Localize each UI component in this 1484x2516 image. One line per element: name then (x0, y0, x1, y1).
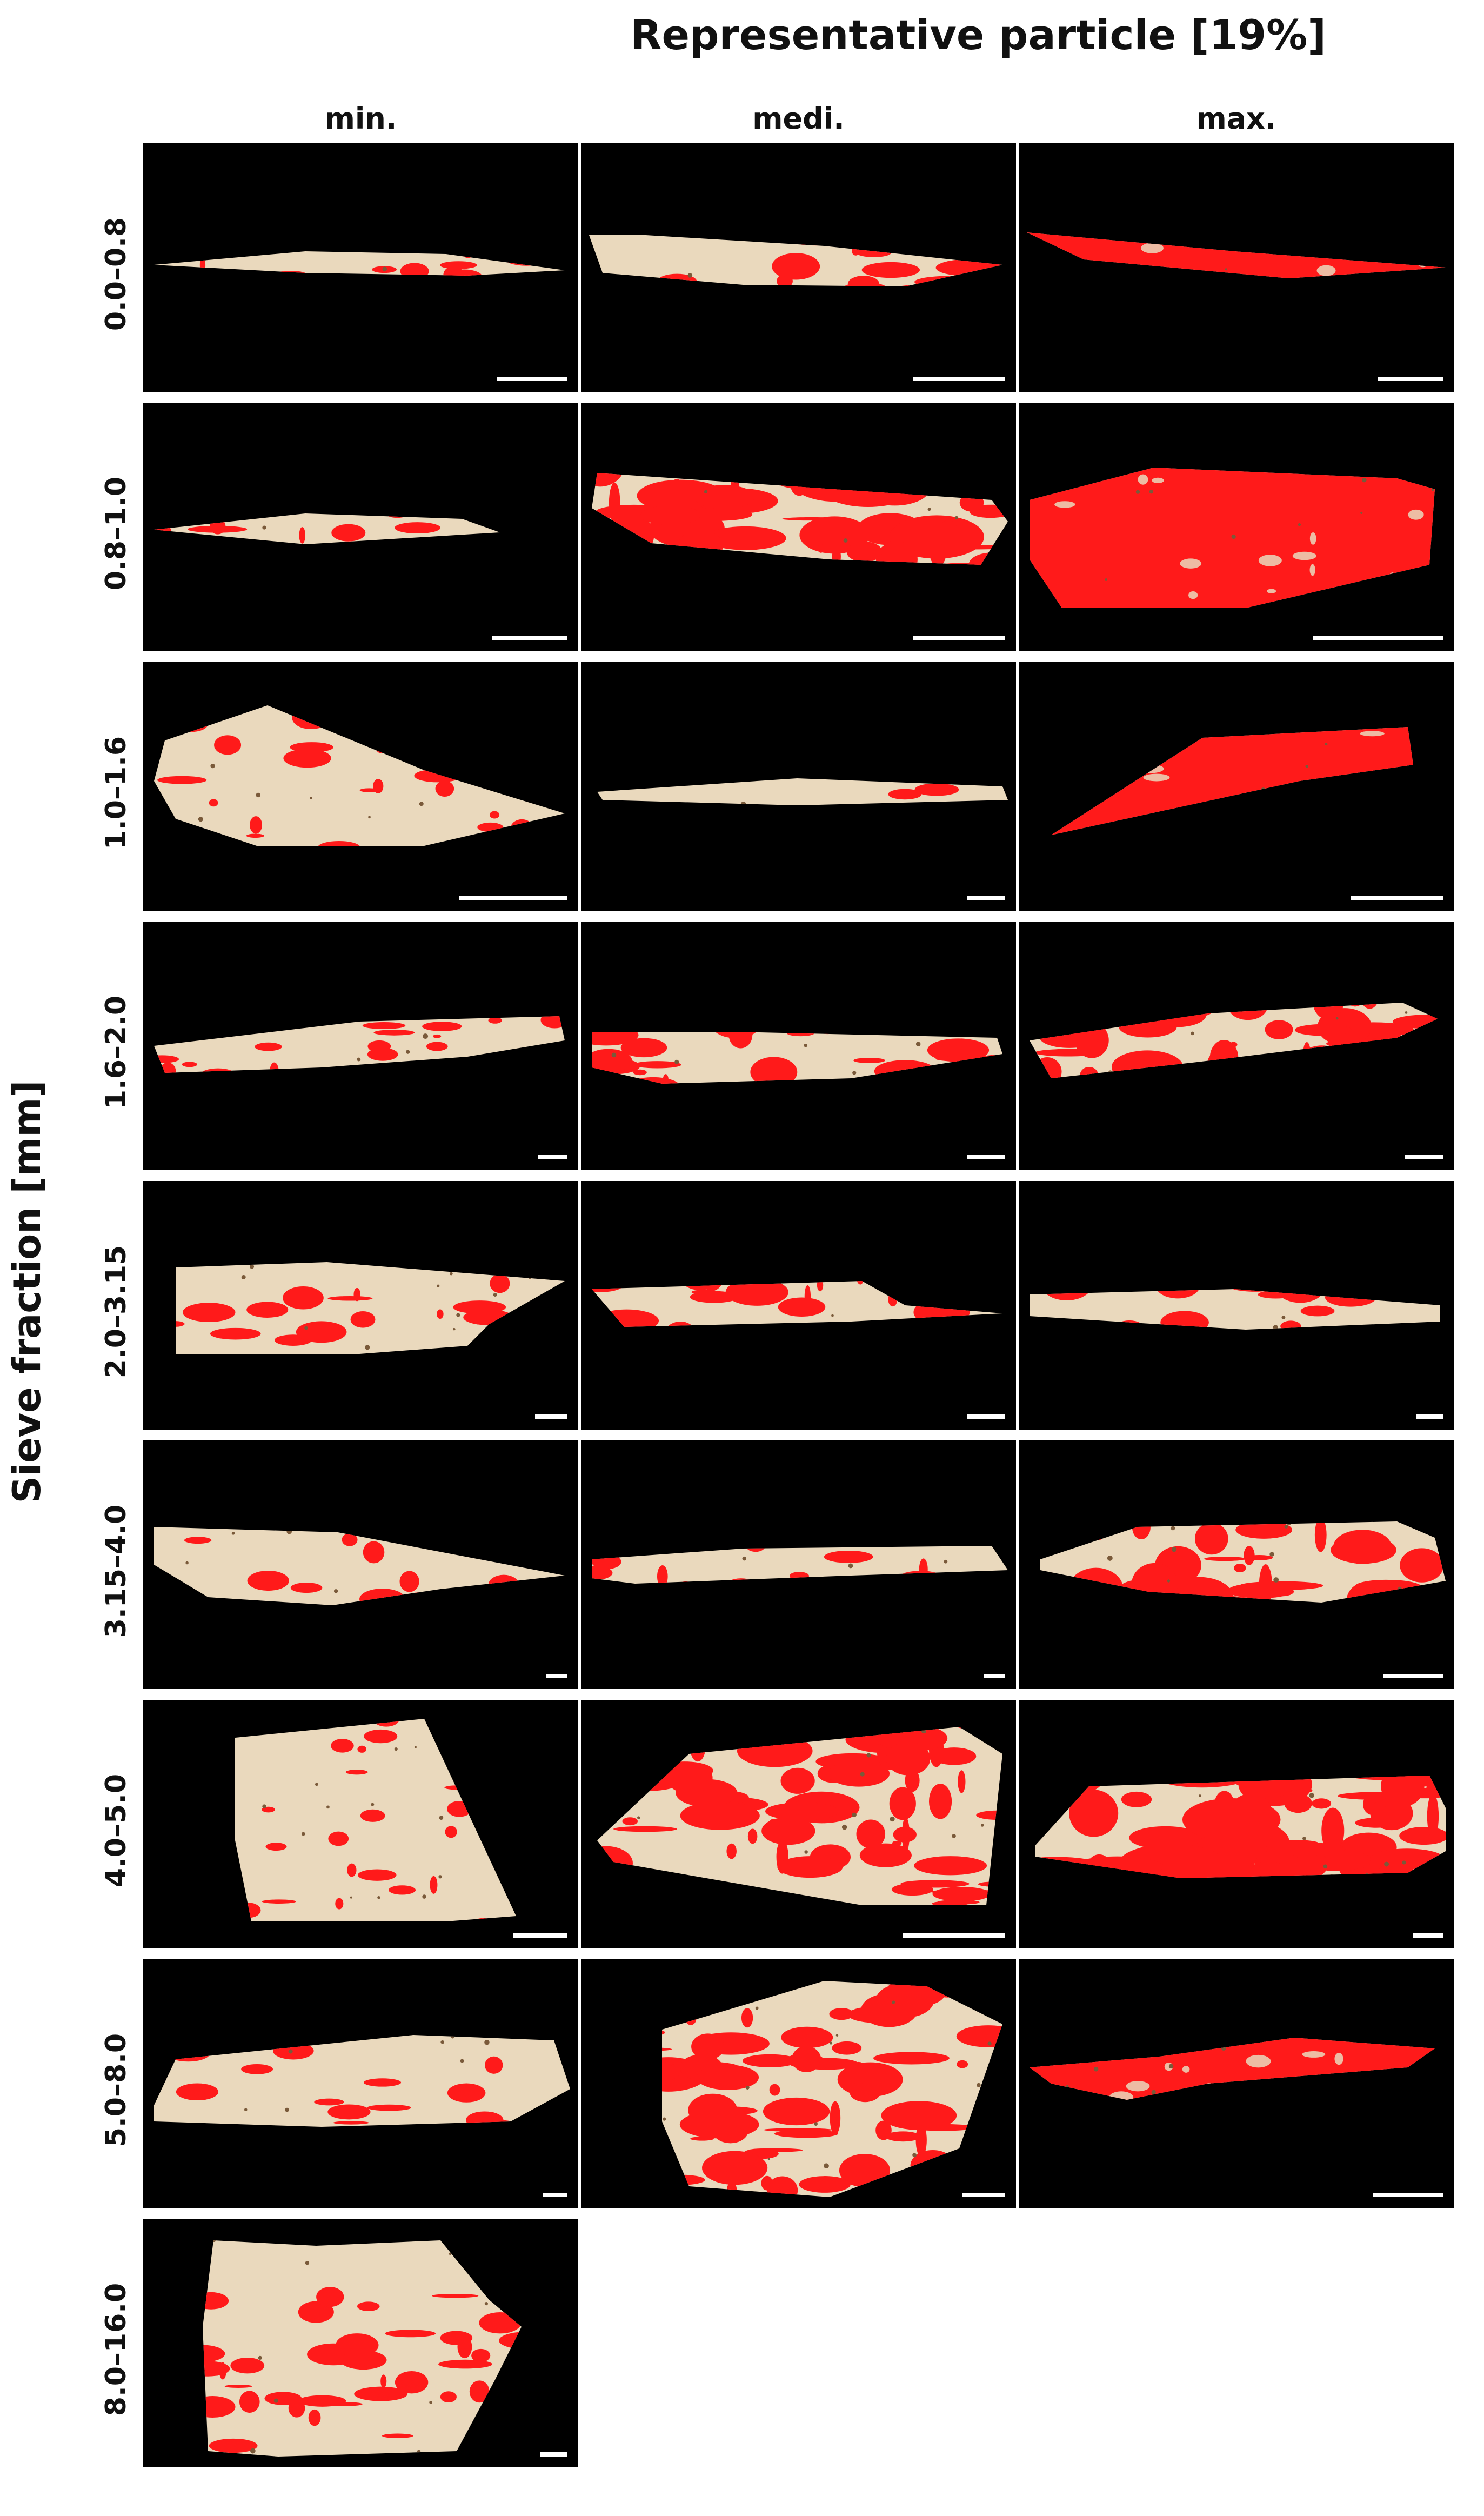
scale-bar (1413, 1933, 1443, 1938)
row-label: 2.0–3.15 (100, 1245, 132, 1379)
red-highlight-regions (1051, 727, 1413, 835)
scale-bar (538, 1155, 567, 1159)
particle-photo (143, 143, 578, 392)
particle-photo (581, 1181, 1016, 1430)
scale-bar (492, 636, 567, 640)
particle-photo (581, 143, 1016, 392)
scale-bar (1383, 1674, 1443, 1678)
scale-bar (1373, 2193, 1443, 2197)
scale-bar (513, 1933, 567, 1938)
y-axis-label: Sieve fraction [mm] (5, 1080, 49, 1504)
particle-photo (143, 1440, 578, 1689)
particle-shape (176, 1262, 565, 1354)
scale-bar (903, 1933, 1005, 1938)
scale-bar (497, 377, 567, 381)
particle-photo (143, 403, 578, 651)
particle-photo (143, 1959, 578, 2208)
scale-bar (546, 1674, 567, 1678)
red-highlight-regions (1035, 1776, 1446, 1878)
column-header-max: max. (1196, 102, 1276, 136)
scale-bar (962, 2193, 1005, 2197)
particle-photo (1019, 662, 1454, 911)
scale-bar (1416, 1414, 1443, 1419)
particle-shape (1030, 1289, 1440, 1330)
particle-photo (581, 1700, 1016, 1948)
scale-bar (535, 1414, 567, 1419)
particle-photo (581, 922, 1016, 1170)
scale-bar (459, 896, 567, 900)
scale-bar (1378, 377, 1443, 381)
particle-photo (1019, 922, 1454, 1170)
particle-photo (1019, 1181, 1454, 1430)
particle-shape (154, 251, 565, 276)
red-highlight-regions (1030, 2038, 1435, 2100)
red-highlight-regions (597, 778, 988, 805)
scale-bar (967, 1414, 1005, 1419)
row-label: 5.0–8.0 (100, 2033, 132, 2147)
scale-bar (543, 2193, 567, 2197)
scale-bar (1351, 896, 1443, 900)
row-label: 0.0–0.8 (100, 217, 132, 331)
scale-bar (967, 1155, 1005, 1159)
row-label: 1.0–1.6 (100, 736, 132, 850)
row-label: 8.0–16.0 (100, 2283, 132, 2417)
particle-shape (154, 705, 565, 846)
particle-photo (581, 403, 1016, 651)
row-label: 3.15–4.0 (100, 1504, 132, 1638)
particle-photo (1019, 1700, 1454, 1948)
particle-shape (154, 513, 500, 544)
particle-photo (143, 1181, 578, 1430)
particle-photo (1019, 1440, 1454, 1689)
column-header-medi: medi. (752, 102, 845, 136)
particle-photo (143, 2219, 578, 2467)
particle-photo (581, 1959, 1016, 2208)
scale-bar (540, 2452, 567, 2457)
particle-shape (592, 1032, 1002, 1084)
particle-photo (143, 922, 578, 1170)
scale-bar (1405, 1155, 1443, 1159)
particle-photo (143, 1700, 578, 1948)
particle-shape (154, 2035, 570, 2127)
scale-bar (984, 1674, 1005, 1678)
red-highlight-regions (1030, 1003, 1438, 1078)
particle-photo (1019, 403, 1454, 651)
scale-bar (913, 377, 1005, 381)
particle-photo (581, 1440, 1016, 1689)
particle-shape (154, 1527, 565, 1605)
figure-title: Representative particle [19%] (630, 11, 1326, 59)
scale-bar (913, 636, 1005, 640)
particle-shape (592, 1546, 1008, 1584)
particle-photo (1019, 1959, 1454, 2208)
red-highlight-regions (1030, 468, 1435, 608)
scale-bar (1313, 636, 1443, 640)
particle-photo (1019, 143, 1454, 392)
row-label: 1.6–2.0 (100, 995, 132, 1110)
row-label: 0.8–1.0 (100, 476, 132, 591)
particle-photo (581, 662, 1016, 911)
particle-photo (143, 662, 578, 911)
column-header-min: min. (324, 102, 397, 136)
scale-bar (967, 896, 1005, 900)
red-highlight-regions (1027, 232, 1446, 278)
particle-shape (154, 1016, 565, 1073)
row-label: 4.0–5.0 (100, 1773, 132, 1888)
